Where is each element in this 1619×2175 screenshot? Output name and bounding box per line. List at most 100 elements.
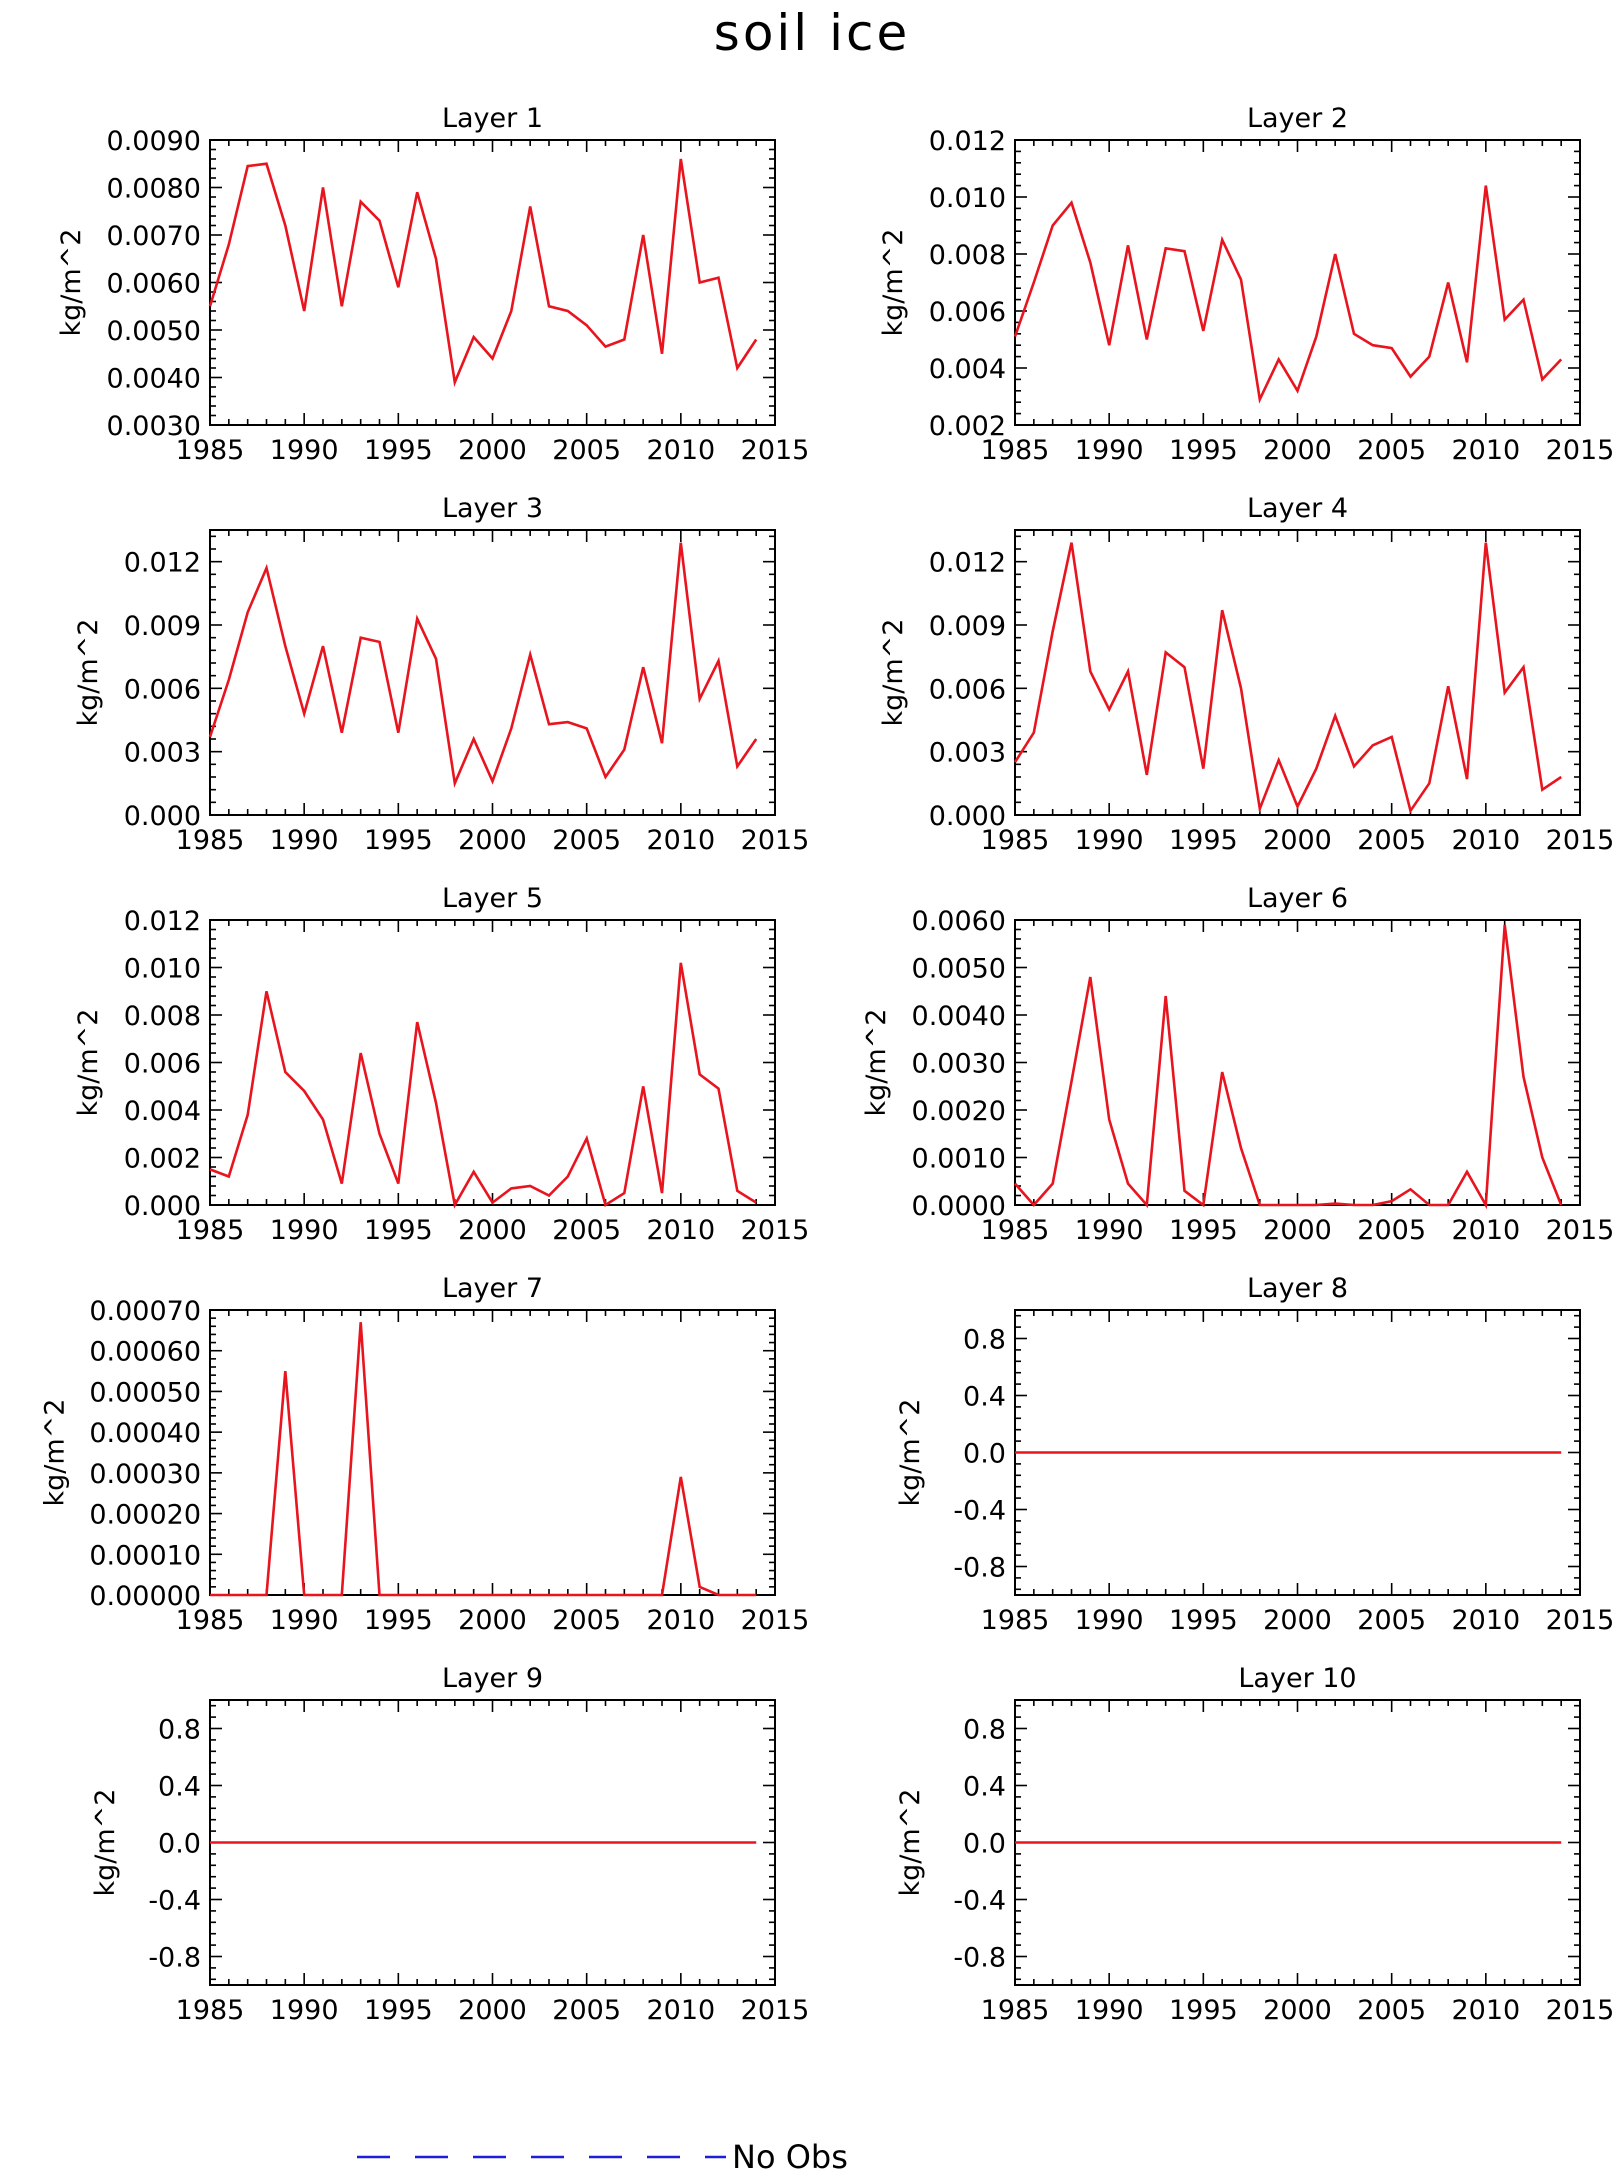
layer-10-xtick-label: 2010 <box>1451 1995 1520 2026</box>
layer-9-xtick-label: 2010 <box>646 1995 715 2026</box>
layer-8-ytick-label: -0.8 <box>953 1553 1006 1584</box>
legend: No Obs <box>357 2138 848 2175</box>
layer-3-xtick-label: 2015 <box>741 825 810 856</box>
layer-4-frame <box>1014 529 1581 816</box>
layer-9-xtick-label: 1985 <box>176 1995 245 2026</box>
layer-4-xtick-label: 1990 <box>1075 825 1144 856</box>
layer-9-xtick-label: 2005 <box>552 1995 621 2026</box>
layer-10-ytick-label: -0.4 <box>953 1886 1006 1917</box>
layer-3-series-line <box>208 542 758 789</box>
layer-5-series-line <box>209 962 757 1209</box>
layer-4-series-line <box>1013 542 1562 814</box>
layer-6-title: Layer 6 <box>1247 883 1348 914</box>
layer-1-xtick-label: 2000 <box>458 435 527 466</box>
layer-4-ytick-label: 0.012 <box>929 548 1006 579</box>
layer-6-ytick-label: 0.0000 <box>912 1191 1006 1222</box>
layer-4-xtick-label: 2000 <box>1263 825 1332 856</box>
layer-9-xtick-label: 1995 <box>364 1995 433 2026</box>
figure-title: soil ice <box>714 4 910 62</box>
layer-3-xtick-label: 2005 <box>552 825 621 856</box>
layer-1-ytick-label: 0.0090 <box>107 126 201 157</box>
layer-7-frame <box>209 1309 776 1596</box>
layer-2-xtick-label: 2015 <box>1546 435 1615 466</box>
layer-1-xtick-label: 2015 <box>741 435 810 466</box>
layer-2-xtick-label: 1990 <box>1075 435 1144 466</box>
layer-2-title: Layer 2 <box>1247 103 1348 134</box>
layer-1-xtick-label: 2010 <box>646 435 715 466</box>
layer-5-xtick-label: 1990 <box>270 1215 339 1246</box>
layer-3-ytick-label: 0.006 <box>124 674 201 705</box>
layer-2-ytick-label: 0.002 <box>929 411 1006 442</box>
layer-5-ytick-label: 0.002 <box>124 1144 201 1175</box>
layer-4-ytick-label: 0.003 <box>929 738 1006 769</box>
layer-3-panel: Layer 3 1985 1990 1995 2000 2005 2010 2015 0.000… <box>73 493 809 856</box>
layer-5-ytick-label: 0.000 <box>124 1191 201 1222</box>
layer-3-title: Layer 3 <box>442 493 543 524</box>
layer-8-xtick-label: 2000 <box>1263 1605 1332 1636</box>
layer-10-xtick-label: 2015 <box>1546 1995 1615 2026</box>
layer-3-xtick-label: 2010 <box>646 825 715 856</box>
layer-10-xtick-label: 2005 <box>1357 1995 1426 2026</box>
layer-3-xtick-label: 1985 <box>176 825 245 856</box>
layer-10-xtick-label: 1990 <box>1075 1995 1144 2026</box>
layer-1-ytick-label: 0.0080 <box>107 174 201 205</box>
layer-10-ytick-label: 0.0 <box>963 1829 1006 1860</box>
layer-5-panel: Layer 5 1985 1990 1995 2000 2005 2010 2015 0.000… <box>73 883 809 1246</box>
layer-6-xtick-label: 2000 <box>1263 1215 1332 1246</box>
layer-8-ytick-label: 0.8 <box>963 1325 1006 1356</box>
layer-1-panel: Layer 1 1985 1990 1995 2000 2005 2010 2015 0.003… <box>56 103 809 466</box>
layer-6-ytick-label: 0.0060 <box>912 906 1006 937</box>
layer-7-xtick-label: 2000 <box>458 1605 527 1636</box>
layer-4-xtick-label: 2005 <box>1357 825 1426 856</box>
layer-2-series-line <box>1013 185 1563 404</box>
layer-6-xtick-label: 1990 <box>1075 1215 1144 1246</box>
layer-5-xtick-label: 1995 <box>364 1215 433 1246</box>
layer-1-ylabel: kg/m^2 <box>56 229 87 337</box>
layer-5-xtick-label: 2010 <box>646 1215 715 1246</box>
layer-1-series-line <box>208 158 758 388</box>
layer-10-xtick-label: 1995 <box>1169 1995 1238 2026</box>
layer-7-xtick-label: 2015 <box>741 1605 810 1636</box>
layer-1-ytick-label: 0.0070 <box>107 221 201 252</box>
layer-6-xtick-label: 2005 <box>1357 1215 1426 1246</box>
layer-6-xtick-label: 1995 <box>1169 1215 1238 1246</box>
layer-3-ytick-label: 0.012 <box>124 548 201 579</box>
layer-8-panel: Layer 8 1985 1990 1995 2000 2005 2010 2015 -0.8 -… <box>895 1273 1615 1636</box>
layer-6-ytick-label: 0.0020 <box>912 1096 1006 1127</box>
layer-6-xtick-label: 2015 <box>1546 1215 1615 1246</box>
layer-1-xtick-label: 1995 <box>364 435 433 466</box>
layer-10-ylabel: kg/m^2 <box>895 1789 926 1897</box>
layer-10-xtick-label: 1985 <box>981 1995 1050 2026</box>
layer-6-ytick-label: 0.0030 <box>912 1049 1006 1080</box>
layer-8-xtick-label: 2005 <box>1357 1605 1426 1636</box>
layer-4-title: Layer 4 <box>1247 493 1348 524</box>
layer-5-xtick-label: 2015 <box>741 1215 810 1246</box>
layer-2-xtick-label: 1995 <box>1169 435 1238 466</box>
layer-7-title: Layer 7 <box>442 1273 543 1304</box>
legend-no-obs-label: No Obs <box>732 2138 848 2175</box>
layer-1-frame <box>209 139 776 426</box>
layer-9-ytick-label: 0.0 <box>158 1829 201 1860</box>
layer-10-ytick-label: -0.8 <box>953 1943 1006 1974</box>
layer-8-xtick-label: 2015 <box>1546 1605 1615 1636</box>
layer-8-title: Layer 8 <box>1247 1273 1348 1304</box>
layer-6-ytick-label: 0.0040 <box>912 1001 1006 1032</box>
layer-7-xtick-label: 1990 <box>270 1605 339 1636</box>
layer-7-series-line <box>210 1322 757 1597</box>
layer-3-ytick-label: 0.000 <box>124 801 201 832</box>
layer-7-ytick-label: 0.00030 <box>89 1459 201 1490</box>
layer-2-frame <box>1014 139 1581 426</box>
layer-3-ylabel: kg/m^2 <box>73 619 104 727</box>
layer-6-ytick-label: 0.0010 <box>912 1144 1006 1175</box>
layer-3-xtick-label: 2000 <box>458 825 527 856</box>
layer-7-xtick-label: 1995 <box>364 1605 433 1636</box>
layer-1-xtick-label: 1985 <box>176 435 245 466</box>
layer-3-ytick-label: 0.003 <box>124 738 201 769</box>
layer-7-ytick-label: 0.00010 <box>89 1540 201 1571</box>
layer-1-ytick-label: 0.0060 <box>107 269 201 300</box>
layer-2-ytick-label: 0.004 <box>929 354 1006 385</box>
layer-2-panel: Layer 2 1985 1990 1995 2000 2005 2010 2015 0.002… <box>878 103 1614 466</box>
layer-7-ytick-label: 0.00020 <box>89 1500 201 1531</box>
layer-1-xtick-label: 2005 <box>552 435 621 466</box>
